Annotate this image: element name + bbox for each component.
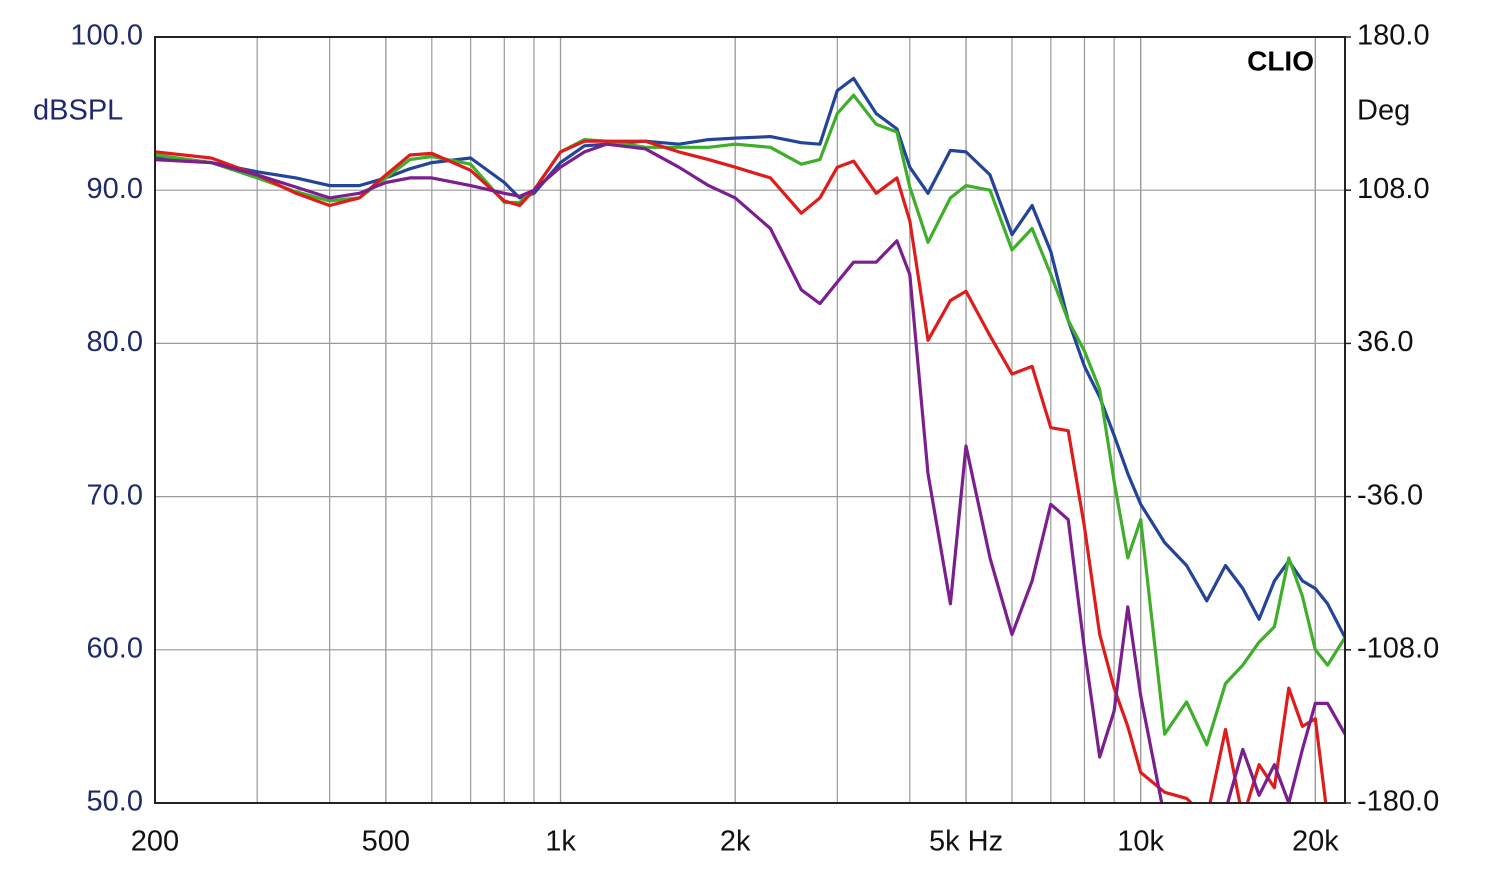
y2-tick-label: -36.0 (1357, 479, 1423, 511)
x-tick-label: 1k (545, 826, 576, 858)
y-tick-label: 100.0 (70, 20, 143, 52)
x-tick-label: 500 (362, 826, 410, 858)
x-tick-label: 2k (720, 826, 751, 858)
y-tick-label: 80.0 (87, 326, 143, 358)
response-line (155, 76, 1345, 640)
y-tick-label: 70.0 (87, 479, 143, 511)
y2-tick-label: -108.0 (1357, 632, 1439, 664)
y2-tick-label: -180.0 (1357, 786, 1439, 818)
y2-axis-label: Deg (1357, 95, 1410, 127)
x-tick-label: 200 (131, 826, 179, 858)
response-line (155, 139, 1328, 803)
x-tick-label: 20k (1292, 826, 1339, 858)
x-tick-label: 10k (1117, 826, 1164, 858)
y-tick-label: 90.0 (87, 173, 143, 205)
plot-frame (154, 36, 1346, 804)
y-tick-label: 50.0 (87, 786, 143, 818)
plot-lines (155, 76, 1345, 803)
x-tick-label: 5k Hz (929, 826, 1003, 858)
response-line (155, 142, 1345, 803)
y2-tick-label: 36.0 (1357, 326, 1413, 358)
response-line (155, 93, 1345, 747)
y-tick-label: 60.0 (87, 632, 143, 664)
y-axis-label: dBSPL (33, 95, 123, 127)
y2-tick-label: 108.0 (1357, 173, 1430, 205)
chart-title: CLIO (1247, 45, 1314, 76)
y2-tick-label: 180.0 (1357, 20, 1430, 52)
